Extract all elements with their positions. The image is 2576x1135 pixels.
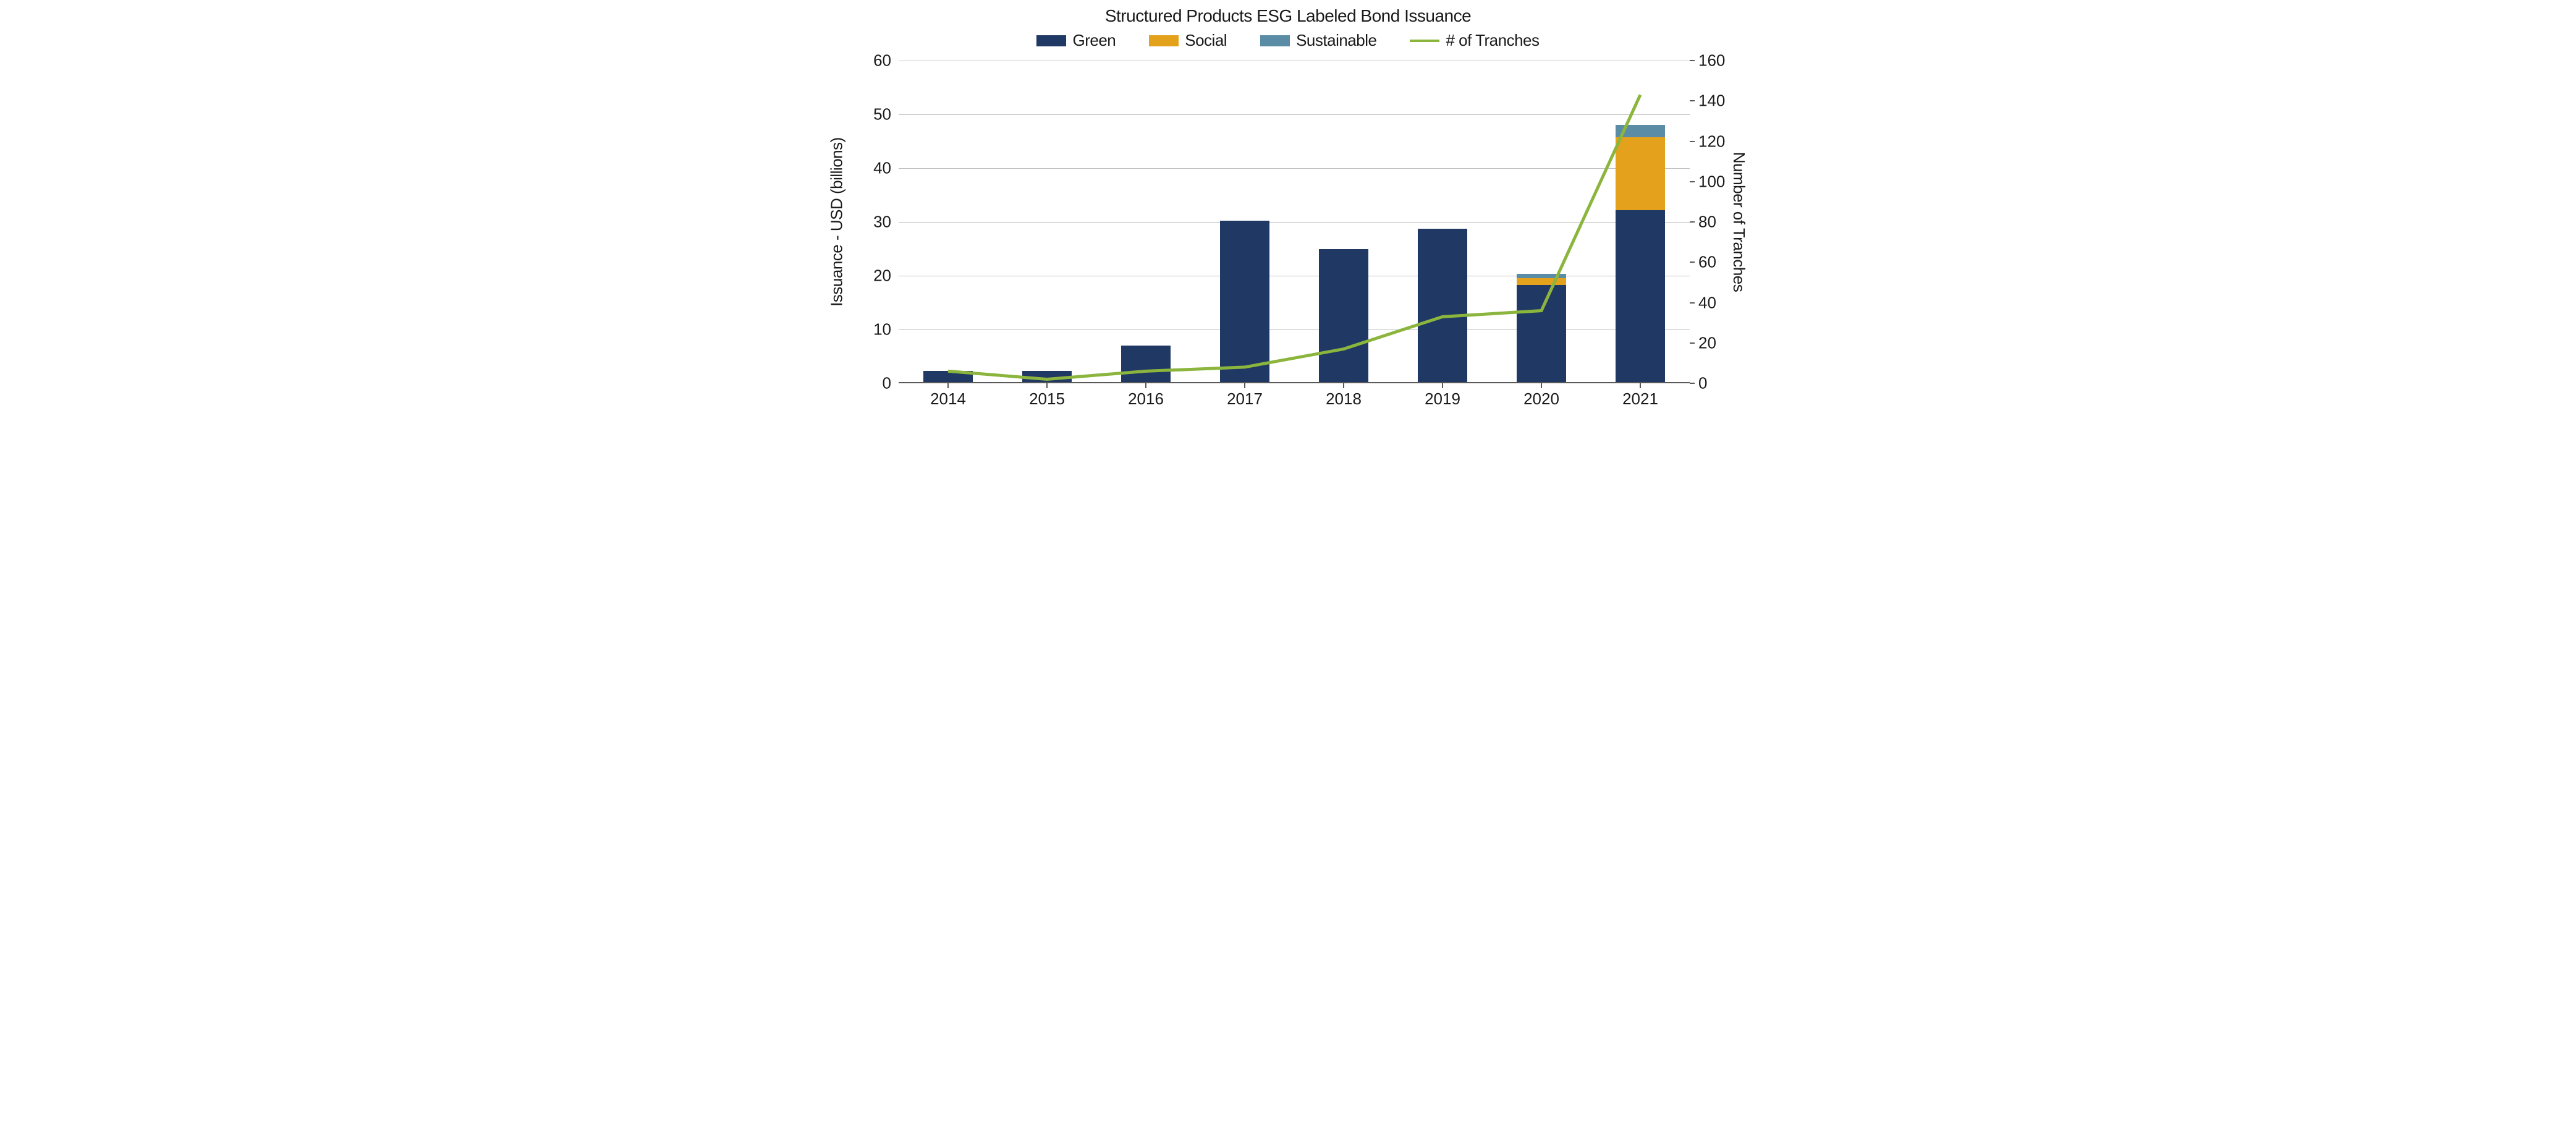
tranches-line [948,95,1640,379]
legend-item: Green [1036,31,1116,50]
legend-item: Social [1149,31,1227,50]
y-tick-mark-right [1690,221,1695,223]
y-tick-left: 0 [883,374,891,393]
line-series-layer [899,61,1690,383]
y-tick-mark-right [1690,141,1695,142]
x-tick-mark [1343,383,1344,388]
y-tick-mark-right [1690,302,1695,304]
y-tick-mark-right [1690,261,1695,263]
x-tick-mark [1244,383,1245,388]
y-tick-left: 50 [873,105,891,124]
y-tick-mark-right [1690,383,1695,384]
legend-swatch [1036,35,1066,46]
y-tick-left: 30 [873,213,891,232]
legend-item: Sustainable [1260,31,1376,50]
y-tick-left: 10 [873,320,891,339]
y-tick-mark-right [1690,181,1695,182]
y-tick-mark-right [1690,60,1695,61]
x-tick-label: 2018 [1326,389,1362,409]
x-tick-mark [1541,383,1542,388]
legend-label: Social [1185,31,1227,50]
legend-label: # of Tranches [1446,31,1539,50]
y-tick-left: 40 [873,159,891,178]
x-tick-label: 2021 [1622,389,1658,409]
x-tick-label: 2016 [1128,389,1164,409]
chart-legend: Green Social Sustainable # of Tranches [824,31,1752,50]
legend-item: # of Tranches [1410,31,1539,50]
x-tick-mark [1046,383,1048,388]
y-tick-right: 40 [1698,293,1716,312]
x-tick-mark [1145,383,1146,388]
x-tick-label: 2014 [930,389,966,409]
legend-swatch [1149,35,1179,46]
x-tick-label: 2020 [1523,389,1559,409]
y-tick-right: 60 [1698,253,1716,272]
y-tick-right: 20 [1698,333,1716,352]
y-tick-right: 140 [1698,91,1725,111]
x-tick-label: 2015 [1029,389,1065,409]
plot-area: 0102030405060020406080100120140160201420… [899,61,1690,383]
y-tick-left: 60 [873,51,891,70]
x-tick-mark [1640,383,1641,388]
legend-swatch [1260,35,1290,46]
legend-label: Sustainable [1296,31,1376,50]
y-tick-right: 100 [1698,172,1725,191]
esg-issuance-chart: Structured Products ESG Labeled Bond Iss… [824,6,1752,414]
x-tick-mark [947,383,949,388]
left-axis-label: Issuance - USD (billions) [828,137,847,307]
y-tick-right: 120 [1698,132,1725,151]
y-tick-left: 20 [873,266,891,286]
y-tick-right: 0 [1698,374,1707,393]
x-tick-label: 2017 [1227,389,1263,409]
y-tick-mark-right [1690,342,1695,344]
y-tick-right: 160 [1698,51,1725,70]
legend-line-swatch [1410,40,1439,42]
right-axis-label: Number of Tranches [1730,152,1749,292]
legend-label: Green [1072,31,1116,50]
x-tick-mark [1442,383,1443,388]
y-tick-right: 80 [1698,213,1716,232]
chart-title: Structured Products ESG Labeled Bond Iss… [824,6,1752,26]
y-tick-mark-right [1690,100,1695,101]
x-tick-label: 2019 [1425,389,1460,409]
